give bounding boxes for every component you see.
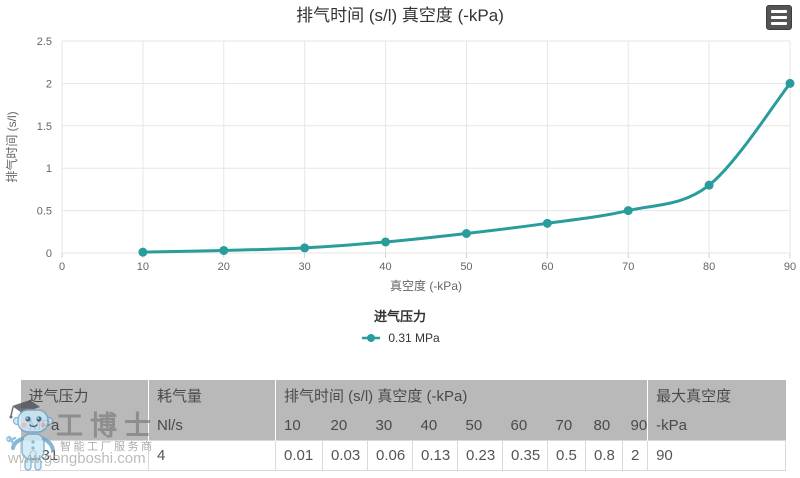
legend-item-label: 0.31 MPa <box>388 331 440 345</box>
table-cell: 0.13 <box>412 440 458 471</box>
x-axis-title: 真空度 (-kPa) <box>390 278 462 293</box>
table-cell: 2 <box>621 440 649 471</box>
svg-text:30: 30 <box>299 261 311 273</box>
legend-title: 进气压力 <box>373 309 426 324</box>
svg-text:0: 0 <box>46 248 52 260</box>
y-axis-labels: 0 0.5 1 1.5 2 2.5 <box>37 36 52 260</box>
table-cell: 0.01 <box>275 440 323 471</box>
gridlines <box>61 40 791 258</box>
table-header-unit: -kPa <box>647 410 786 441</box>
table-header-unit: 60 <box>502 410 548 441</box>
svg-text:50: 50 <box>460 261 472 273</box>
table-header-unit: 20 <box>322 410 368 441</box>
table-header-group: 排气时间 (s/l) 真空度 (-kPa) <box>275 380 649 410</box>
svg-text:2.5: 2.5 <box>37 36 52 48</box>
y-axis-title: 排气时间 (s/l) <box>4 111 19 182</box>
table-cell: 90 <box>647 440 787 471</box>
svg-text:1.5: 1.5 <box>37 121 52 133</box>
table-cell: 0.35 <box>502 440 548 471</box>
chart-export-menu-button[interactable] <box>766 5 792 30</box>
svg-text:80: 80 <box>703 261 715 273</box>
table-header-unit: 40 <box>412 410 458 441</box>
table-header-unit: Nl/s <box>148 410 276 441</box>
table-row: 0.31 4 0.01 0.03 0.06 0.13 0.23 0.35 0.5 0.8 2 90 <box>20 440 787 471</box>
series-line <box>141 81 792 254</box>
table-cell: 0.5 <box>547 440 586 471</box>
svg-text:0.5: 0.5 <box>37 206 52 218</box>
table-header-group: 进气压力 <box>20 380 149 410</box>
table-header-unit: 70 <box>547 410 586 441</box>
table-header-unit: 10 <box>275 410 323 441</box>
legend-item[interactable]: 0.31 MPa <box>360 331 440 345</box>
series-markers[interactable] <box>138 78 795 257</box>
svg-text:20: 20 <box>218 261 230 273</box>
table-cell: 0.03 <box>322 440 368 471</box>
table-header-group: 耗气量 <box>148 380 276 410</box>
svg-text:70: 70 <box>622 261 634 273</box>
svg-text:90: 90 <box>784 261 796 273</box>
svg-text:1: 1 <box>46 163 52 175</box>
data-table: 进气压力 耗气量 排气时间 (s/l) 真空度 (-kPa) 最大真空度 MPa Nl/s… <box>20 380 787 471</box>
table-cell: 0.23 <box>457 440 503 471</box>
svg-text:2: 2 <box>46 78 52 90</box>
svg-text:40: 40 <box>379 261 391 273</box>
table-header-unit: 30 <box>367 410 413 441</box>
table-cell: 0.06 <box>367 440 413 471</box>
chart-legend: 进气压力 0.31 MPa <box>0 306 800 345</box>
table-cell: 0.8 <box>585 440 623 471</box>
svg-text:0: 0 <box>59 261 65 273</box>
x-axis-labels: 0 10 20 30 40 50 60 70 80 90 <box>59 261 796 273</box>
legend-marker-icon <box>362 334 381 342</box>
svg-text:60: 60 <box>541 261 553 273</box>
table-header-unit: 90 <box>622 410 649 441</box>
table-header-unit: 50 <box>457 410 503 441</box>
table-cell: 0.31 <box>20 440 149 471</box>
svg-text:10: 10 <box>137 261 149 273</box>
table-cell: 4 <box>148 440 276 471</box>
chart-title: 排气时间 (s/l) 真空度 (-kPa) <box>296 6 504 25</box>
table-header-unit: 80 <box>585 410 623 441</box>
table-header-unit: MPa <box>20 410 149 441</box>
plot-area: 0 0.5 1 1.5 2 2.5 0 10 20 30 40 50 60 70 80 90 真空度 (-kPa… <box>4 36 796 293</box>
table-header-group: 最大真空度 <box>647 380 786 410</box>
